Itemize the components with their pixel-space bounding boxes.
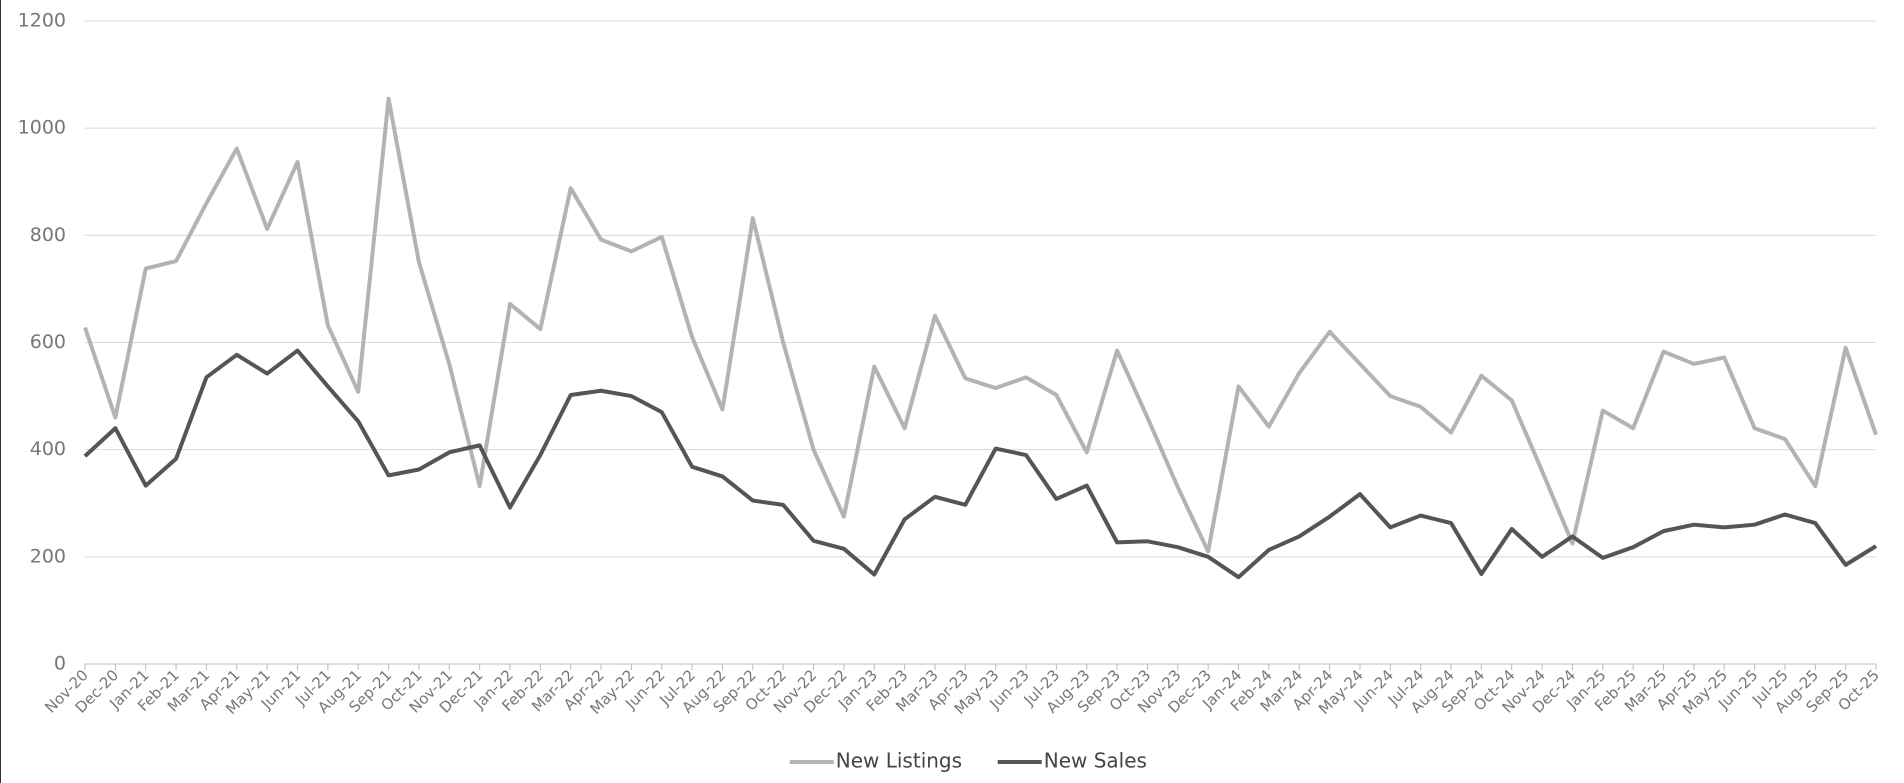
y-tick-label: 600 [30, 331, 66, 353]
legend-label: New Sales [1044, 749, 1147, 773]
y-tick-label: 800 [30, 224, 66, 246]
y-tick-label: 400 [30, 438, 66, 460]
legend-label: New Listings [836, 749, 962, 773]
series-line [83, 96, 1878, 554]
y-tick-label: 1200 [18, 10, 66, 32]
y-tick-label: 0 [54, 653, 66, 675]
y-tick-label: 1000 [18, 117, 66, 139]
y-tick-label: 200 [30, 545, 66, 567]
series-line [83, 348, 1878, 580]
